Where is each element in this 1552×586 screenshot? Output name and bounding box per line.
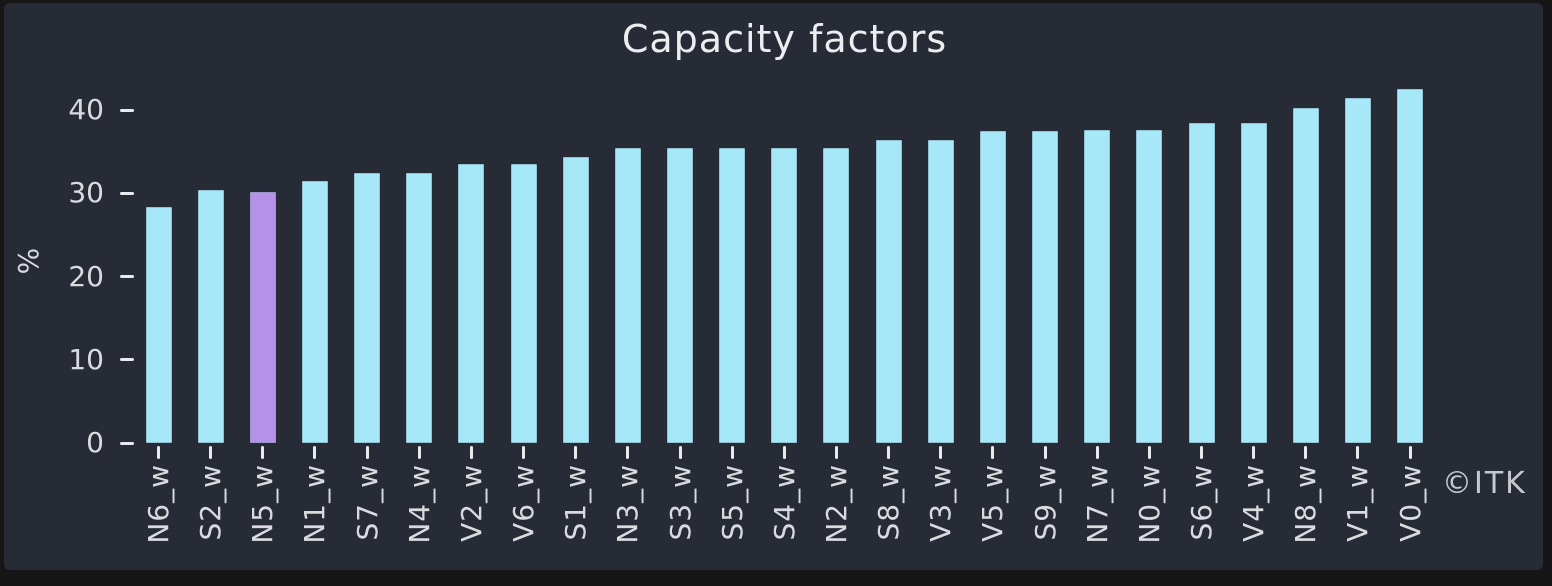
x-tick-mark <box>574 446 578 459</box>
watermark: ©ITK <box>1442 466 1527 501</box>
x-tick-label: N3_w <box>611 464 645 544</box>
x-tick-label: S4_w <box>767 464 801 541</box>
bar <box>1084 130 1111 443</box>
plot-area <box>126 87 1443 443</box>
bar <box>1032 131 1059 443</box>
x-tick-label: S7_w <box>350 464 384 541</box>
x-tick-mark <box>157 446 160 459</box>
bar <box>1344 97 1371 443</box>
bar <box>979 131 1006 443</box>
bar <box>719 147 746 443</box>
y-tick-mark <box>120 191 134 195</box>
bar <box>354 173 381 443</box>
x-tick-mark <box>1252 446 1256 459</box>
x-tick-label: N2_w <box>819 464 853 544</box>
x-tick-mark <box>1356 446 1360 459</box>
x-tick-label: N5_w <box>246 464 280 544</box>
y-tick-label: 30 <box>68 176 104 210</box>
x-tick-mark <box>209 446 213 459</box>
x-tick-mark <box>834 446 838 459</box>
x-tick-mark <box>1200 446 1203 459</box>
x-tick-label: S3_w <box>663 464 697 541</box>
y-tick-mark <box>120 358 134 362</box>
x-tick-mark <box>730 446 734 459</box>
y-tick-label: 0 <box>86 426 104 459</box>
y-tick-mark <box>120 275 134 279</box>
bar <box>145 206 172 443</box>
x-tick-mark <box>417 446 421 459</box>
x-tick-label: S5_w <box>715 464 749 541</box>
x-tick-label: V0_w <box>1393 464 1427 542</box>
bar-highlighted <box>249 191 276 443</box>
x-tick-mark <box>1304 446 1308 459</box>
y-axis: 0 10 20 30 40 <box>4 3 1543 570</box>
x-tick-mark <box>991 446 995 459</box>
x-tick-label: N4_w <box>402 464 436 544</box>
bar <box>1240 122 1267 443</box>
x-tick-label: N8_w <box>1289 464 1323 544</box>
x-tick-mark <box>626 446 630 459</box>
x-tick-mark <box>313 446 317 459</box>
x-tick-label: V2_w <box>454 464 488 542</box>
y-tick-label: 40 <box>68 93 104 127</box>
x-tick-mark <box>1095 446 1099 459</box>
x-tick-mark <box>469 446 473 459</box>
y-tick-mark <box>120 441 134 445</box>
bar <box>614 147 641 443</box>
y-tick-label: 10 <box>68 342 104 376</box>
bar <box>406 173 433 443</box>
x-tick-mark <box>782 446 786 459</box>
bar <box>875 140 902 443</box>
y-tick-label: 20 <box>68 259 104 293</box>
bar <box>458 164 485 443</box>
bar <box>927 140 954 443</box>
bar <box>1188 122 1215 443</box>
x-tick-label: V6_w <box>507 464 541 542</box>
x-tick-mark <box>887 446 891 459</box>
bar <box>1397 89 1424 443</box>
x-tick-label: V3_w <box>924 464 958 542</box>
x-tick-label: V5_w <box>976 464 1010 542</box>
bar <box>562 156 589 443</box>
x-tick-mark <box>1147 446 1151 459</box>
x-tick-label: N7_w <box>1080 464 1114 544</box>
y-tick-mark <box>120 108 134 112</box>
bar <box>1292 107 1319 443</box>
x-tick-label: V1_w <box>1341 464 1375 542</box>
x-axis: N6_w S2_w N5_w N1_w S7_w N4_w V2_w V6_w S1_w N3_w… <box>4 3 1543 570</box>
x-tick-label: V4_w <box>1237 464 1271 542</box>
x-tick-mark <box>261 446 265 459</box>
bar <box>301 180 328 443</box>
x-tick-mark <box>1043 446 1047 459</box>
x-tick-label: S8_w <box>872 464 906 541</box>
x-tick-mark <box>678 446 682 459</box>
x-tick-label: S9_w <box>1028 464 1062 541</box>
bar <box>771 147 798 443</box>
chart-title: Capacity factors <box>621 17 948 61</box>
bar <box>510 164 537 443</box>
x-tick-label: N1_w <box>298 464 332 544</box>
x-tick-label: S6_w <box>1185 464 1218 541</box>
x-tick-label: N0_w <box>1132 464 1166 544</box>
x-tick-mark <box>365 446 369 459</box>
x-tick-label: S1_w <box>559 464 593 541</box>
x-tick-label: S2_w <box>194 464 228 541</box>
x-tick-mark <box>939 446 943 459</box>
bar <box>197 190 224 443</box>
bar <box>823 147 850 443</box>
x-tick-label: N6_w <box>142 464 175 544</box>
x-tick-mark <box>1408 446 1412 459</box>
x-tick-mark <box>522 446 526 459</box>
chart-panel: Capacity factors % 0 10 20 30 40 N6_w S2_w N5_… <box>4 3 1543 570</box>
bar <box>667 147 693 443</box>
bar <box>1136 130 1163 443</box>
